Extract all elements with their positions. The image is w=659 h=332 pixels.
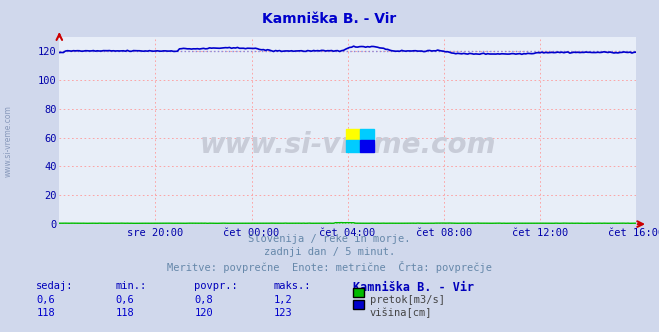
Text: 123: 123 <box>273 308 292 318</box>
Text: Kamniška B. - Vir: Kamniška B. - Vir <box>353 281 474 293</box>
Text: pretok[m3/s]: pretok[m3/s] <box>370 295 445 305</box>
Text: 120: 120 <box>194 308 213 318</box>
Text: maks.:: maks.: <box>273 281 311 290</box>
Bar <box>345 129 360 140</box>
Text: povpr.:: povpr.: <box>194 281 238 290</box>
Text: višina[cm]: višina[cm] <box>370 308 432 318</box>
Bar <box>360 140 374 152</box>
Bar <box>360 129 374 140</box>
Text: sedaj:: sedaj: <box>36 281 74 290</box>
Text: zadnji dan / 5 minut.: zadnji dan / 5 minut. <box>264 247 395 257</box>
Text: www.si-vreme.com: www.si-vreme.com <box>3 105 13 177</box>
Text: 118: 118 <box>115 308 134 318</box>
Text: Slovenija / reke in morje.: Slovenija / reke in morje. <box>248 234 411 244</box>
Text: min.:: min.: <box>115 281 146 290</box>
Text: 0,8: 0,8 <box>194 295 213 305</box>
Text: 118: 118 <box>36 308 55 318</box>
Bar <box>345 140 360 152</box>
Text: 0,6: 0,6 <box>115 295 134 305</box>
Text: 1,2: 1,2 <box>273 295 292 305</box>
Text: www.si-vreme.com: www.si-vreme.com <box>200 131 496 159</box>
Text: Meritve: povprečne  Enote: metrične  Črta: povprečje: Meritve: povprečne Enote: metrične Črta:… <box>167 261 492 273</box>
Text: 0,6: 0,6 <box>36 295 55 305</box>
Text: Kamniška B. - Vir: Kamniška B. - Vir <box>262 12 397 26</box>
